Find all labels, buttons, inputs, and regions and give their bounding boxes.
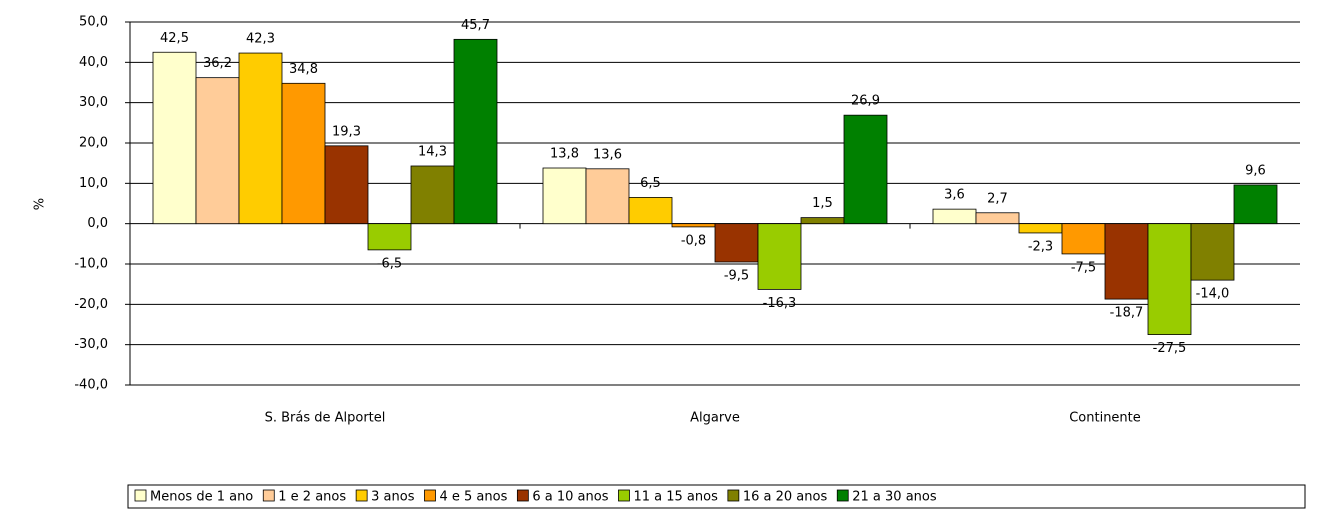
data-label: -6,5 [377, 256, 402, 271]
data-label: 1,5 [812, 196, 833, 211]
data-label: -14,0 [1196, 287, 1230, 302]
legend-label: 21 a 30 anos [852, 490, 937, 505]
data-label: 45,7 [461, 18, 490, 33]
data-label: 9,6 [1245, 163, 1266, 178]
data-label: -2,3 [1028, 239, 1053, 254]
y-tick-label: -20,0 [74, 297, 108, 312]
legend-swatch [355, 489, 368, 502]
y-tick-label: -30,0 [74, 337, 108, 352]
y-axis-label: % [33, 198, 48, 210]
bar [932, 208, 977, 225]
data-label: 3,6 [944, 188, 965, 203]
bar [152, 51, 197, 225]
bar [410, 165, 455, 225]
bar [367, 223, 412, 251]
y-tick-label: -40,0 [74, 378, 108, 393]
bar [671, 223, 716, 228]
legend-label: 6 a 10 anos [532, 490, 608, 505]
bar [542, 167, 587, 225]
x-tick-label: S. Brás de Alportel [265, 411, 386, 426]
bar [585, 168, 630, 225]
legend-label: 3 anos [371, 490, 415, 505]
legend-label: 11 a 15 anos [633, 490, 718, 505]
bar [800, 217, 845, 225]
data-label: -9,5 [724, 268, 749, 283]
data-label: 13,6 [593, 147, 622, 162]
legend-label: 16 a 20 anos [743, 490, 828, 505]
bar [714, 223, 759, 263]
bar [757, 223, 802, 290]
bar [1104, 223, 1149, 300]
bar [281, 82, 326, 225]
data-label: -18,7 [1110, 306, 1144, 321]
bar [628, 197, 673, 225]
legend-label: 1 e 2 anos [278, 490, 346, 505]
y-tick-label: 40,0 [79, 55, 108, 70]
data-label: 19,3 [332, 124, 361, 139]
y-tick-label: 20,0 [79, 136, 108, 151]
y-tick-label: 10,0 [79, 176, 108, 191]
data-label: -16,3 [763, 296, 797, 311]
legend-box [127, 484, 1306, 509]
data-label: 42,3 [246, 32, 275, 47]
data-label: 6,5 [640, 176, 661, 191]
y-tick-label: 0,0 [87, 216, 108, 231]
bar [1061, 223, 1106, 255]
data-label: 42,5 [160, 31, 189, 46]
x-tick-label: Continente [1069, 411, 1141, 426]
bar [843, 114, 888, 225]
bar [324, 145, 369, 225]
legend-swatch [424, 489, 436, 502]
x-tick-label: Algarve [690, 411, 740, 426]
data-label: 2,7 [987, 191, 1008, 206]
bar [238, 52, 283, 225]
y-tick-label: 30,0 [79, 95, 108, 110]
legend-swatch [134, 489, 147, 502]
data-label: 36,2 [203, 56, 232, 71]
data-label: 13,8 [550, 147, 579, 162]
legend-swatch [836, 489, 849, 502]
data-label: -7,5 [1071, 260, 1096, 275]
y-tick-label: 50,0 [79, 15, 108, 30]
y-tick-label: -10,0 [74, 257, 108, 272]
legend-label: Menos de 1 ano [150, 490, 253, 505]
data-label: 34,8 [289, 62, 318, 77]
bar [1190, 223, 1235, 281]
data-label: 14,3 [418, 144, 447, 159]
bar [1233, 184, 1278, 225]
data-label: -0,8 [681, 233, 706, 248]
data-label: 26,9 [851, 94, 880, 109]
legend-swatch [727, 489, 740, 502]
legend-swatch [618, 489, 630, 502]
legend-swatch [516, 489, 529, 502]
bar [1018, 223, 1063, 234]
legend-swatch [262, 489, 275, 502]
bar [453, 38, 498, 225]
legend-label: 4 e 5 anos [439, 490, 507, 505]
data-label: -27,5 [1153, 341, 1187, 356]
bar [195, 77, 240, 225]
bar [1147, 223, 1192, 335]
bar [975, 212, 1020, 225]
